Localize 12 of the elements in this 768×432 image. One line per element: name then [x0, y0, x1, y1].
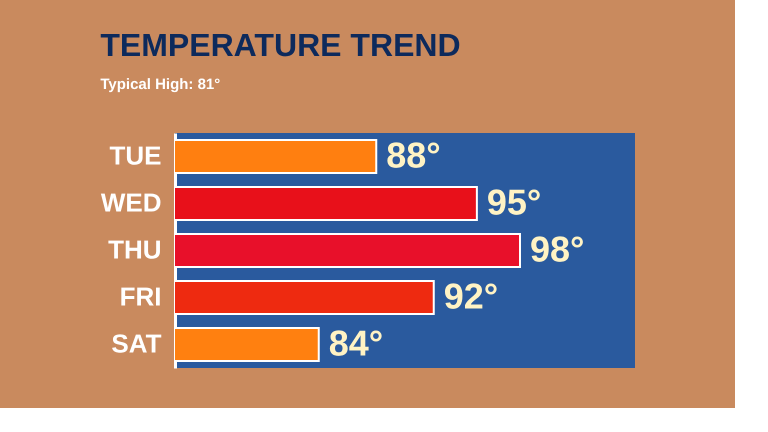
data-label: 92°: [444, 276, 498, 316]
chart-title: TEMPERATURE TREND: [100, 27, 461, 63]
data-label: 98°: [530, 228, 584, 270]
y-tick-label: THU: [108, 234, 162, 264]
chart-subtitle: Typical High: 81°: [100, 76, 220, 93]
y-tick-label: SAT: [111, 328, 162, 358]
data-label: 88°: [386, 134, 441, 176]
data-label: 95°: [486, 182, 542, 222]
y-tick-label: FRI: [120, 282, 162, 312]
data-label: 84°: [328, 322, 384, 364]
y-tick-label: TUE: [110, 140, 162, 170]
y-tick-label: WED: [100, 188, 162, 218]
